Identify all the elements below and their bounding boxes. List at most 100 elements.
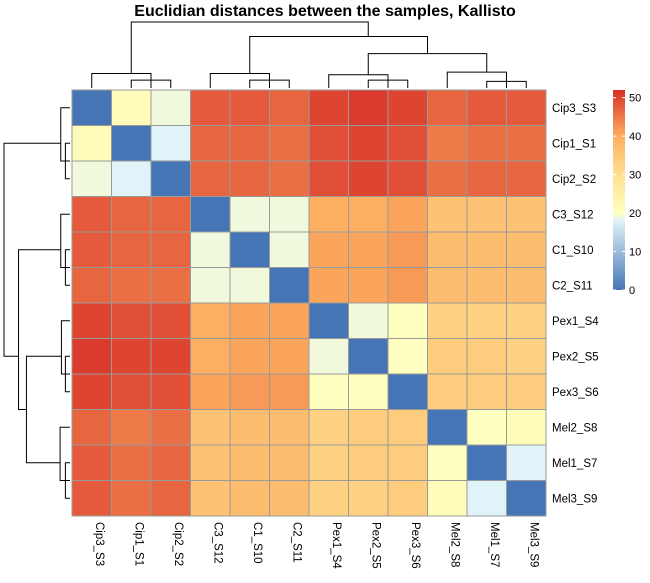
column-dendrogram	[91, 21, 527, 88]
heatmap-cell	[506, 231, 547, 268]
heatmap-cell	[190, 231, 231, 268]
heatmap-cell	[387, 409, 428, 446]
legend-tick-label: 50	[629, 93, 641, 105]
heatmap-cell	[427, 89, 468, 126]
heatmap-cell	[150, 480, 191, 517]
heatmap-cell	[308, 196, 349, 233]
heatmap-cell	[229, 302, 270, 339]
heatmap-cell	[190, 302, 231, 339]
heatmap-cell	[348, 231, 389, 268]
heatmap-cell	[150, 267, 191, 304]
heatmap-cell	[348, 444, 389, 481]
row-label: C2_S11	[552, 280, 593, 292]
column-dendrogram-branch	[249, 36, 428, 74]
heatmap-cell	[466, 444, 507, 481]
heatmap-cell	[387, 373, 428, 410]
heatmap-cell	[111, 231, 152, 268]
column-dendrogram-branch	[367, 53, 488, 75]
heatmap-cell	[427, 302, 468, 339]
heatmap-cell	[111, 89, 152, 126]
heatmap-cell	[71, 444, 112, 481]
heatmap-cell	[427, 444, 468, 481]
heatmap-cell	[387, 196, 428, 233]
heatmap-cell	[71, 89, 112, 126]
heatmap-cell	[387, 480, 428, 517]
column-dendrogram-branch	[209, 72, 270, 88]
heatmap-cell	[506, 480, 547, 517]
heatmap-cell	[506, 160, 547, 197]
heatmap-cell	[269, 196, 310, 233]
heatmap-cell	[269, 231, 310, 268]
heatmap-cell	[348, 338, 389, 375]
heatmap-cell	[150, 125, 191, 162]
heatmap-cell	[387, 89, 428, 126]
heatmap-cell	[308, 338, 349, 375]
heatmap-cell	[111, 267, 152, 304]
heatmap-cell	[150, 409, 191, 446]
heatmap-cell	[229, 196, 270, 233]
heatmap-cell	[308, 125, 349, 162]
heatmap-cell	[229, 160, 270, 197]
heatmap-cell	[348, 409, 389, 446]
heatmap-cell	[348, 196, 389, 233]
heatmap-cell	[190, 338, 231, 375]
heatmap-cell	[190, 373, 231, 410]
column-dendrogram-branch	[446, 71, 507, 88]
heatmap-cell	[308, 160, 349, 197]
heatmap-cell	[71, 125, 112, 162]
heatmap-cell	[387, 125, 428, 162]
column-dendrogram-branch	[130, 21, 369, 74]
heatmap-cell	[229, 409, 270, 446]
heatmap-cell	[150, 302, 191, 339]
heatmap-cell	[190, 89, 231, 126]
heatmap-cell	[71, 373, 112, 410]
heatmap-cell	[269, 267, 310, 304]
heatmap-cell	[111, 125, 152, 162]
heatmap-cell	[427, 338, 468, 375]
heatmap-cell	[71, 409, 112, 446]
heatmap-cell	[229, 338, 270, 375]
heatmap-cell	[150, 231, 191, 268]
heatmap-cell	[111, 480, 152, 517]
heatmap-cell	[308, 409, 349, 446]
heatmap-cell	[229, 373, 270, 410]
column-dendrogram-branch	[130, 79, 172, 88]
heatmap-cell	[269, 125, 310, 162]
row-label: C3_S12	[552, 209, 594, 221]
row-label: Cip3_S3	[552, 103, 596, 115]
heatmap-cell	[387, 267, 428, 304]
heatmap-cell	[269, 89, 310, 126]
heatmap-cell	[71, 302, 112, 339]
heatmap-cell	[466, 409, 507, 446]
heatmap-cell	[71, 231, 112, 268]
heatmap-cell	[348, 480, 389, 517]
heatmap-cell	[308, 267, 349, 304]
heatmap-cell	[71, 480, 112, 517]
heatmap-cell	[506, 373, 547, 410]
heatmap-cell	[111, 373, 152, 410]
column-dendrogram-branch	[486, 80, 527, 88]
column-dendrogram-branch	[91, 72, 152, 88]
heatmap-cell	[506, 444, 547, 481]
heatmap-cells	[71, 89, 547, 517]
column-label: Cip2_S2	[172, 522, 184, 566]
heatmap-cell	[190, 160, 231, 197]
heatmap-cell	[229, 231, 270, 268]
heatmap-cell	[466, 373, 507, 410]
heatmap-cell	[427, 480, 468, 517]
heatmap-cell	[466, 160, 507, 197]
column-label: Mel2_S8	[448, 522, 460, 567]
heatmap-cell	[111, 302, 152, 339]
heatmap-cell	[466, 125, 507, 162]
heatmap-cell	[308, 444, 349, 481]
heatmap-cell	[190, 267, 231, 304]
heatmap-cell	[190, 125, 231, 162]
heatmap-cell	[269, 409, 310, 446]
heatmap-cell	[71, 338, 112, 375]
heatmap-cell	[427, 409, 468, 446]
row-dendrogram-branch	[18, 249, 61, 410]
heatmap-cell	[466, 302, 507, 339]
heatmap-cell	[190, 444, 231, 481]
heatmap-cell	[348, 302, 389, 339]
